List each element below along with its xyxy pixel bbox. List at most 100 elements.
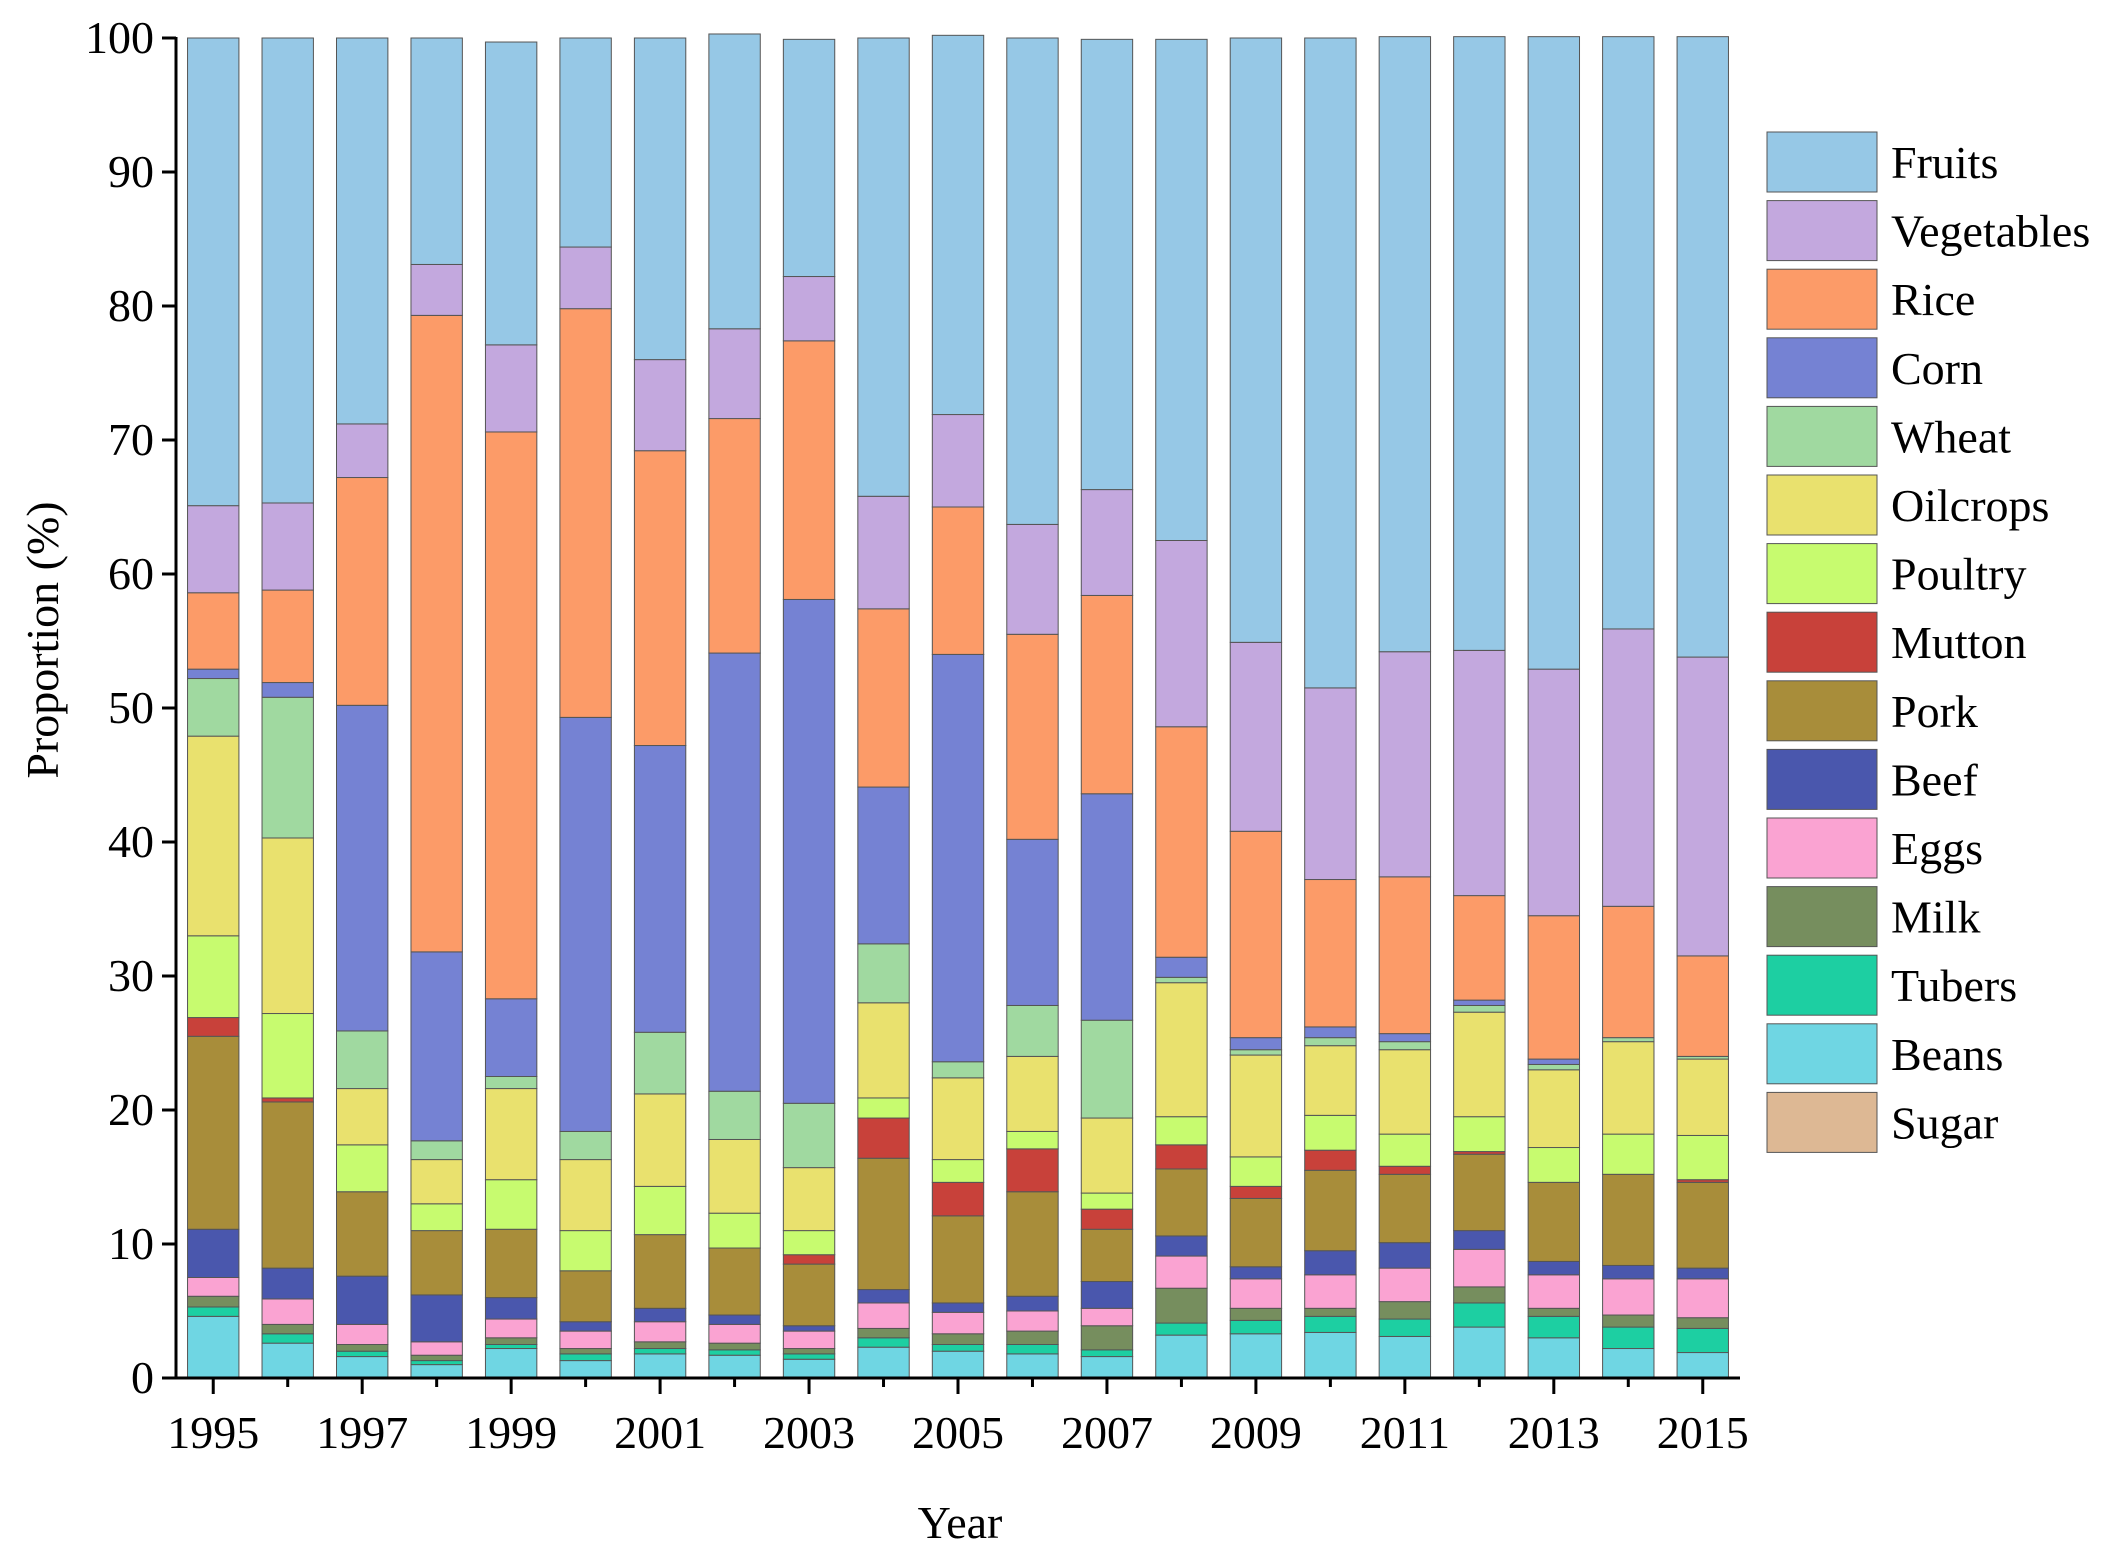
legend-swatch-wheat — [1766, 405, 1878, 467]
bar-segment-rice-2004 — [857, 608, 910, 788]
bar-segment-wheat-2004 — [857, 943, 910, 1004]
bar-segment-vegetables-1995 — [187, 505, 240, 594]
bar-segment-beef-1999 — [484, 1297, 538, 1320]
bar-segment-eggs-2000 — [559, 1330, 612, 1350]
bar-segment-oilcrops-1997 — [336, 1088, 389, 1146]
bar-segment-vegetables-2012 — [1453, 649, 1506, 897]
bar-segment-mutton-1996 — [261, 1097, 314, 1103]
legend-swatch-milk — [1766, 886, 1878, 948]
bar-segment-eggs-2003 — [782, 1330, 836, 1350]
bar-segment-tubers-2003 — [782, 1353, 836, 1360]
x-tick-label: 1995 — [167, 1407, 259, 1458]
bar-segment-wheat-2012 — [1453, 1004, 1506, 1013]
bar-segment-tubers-2008 — [1155, 1322, 1208, 1336]
bar-segment-oilcrops-2002 — [708, 1138, 761, 1214]
bar-segment-beef-1997 — [336, 1275, 389, 1325]
bar-segment-corn-1996 — [261, 682, 314, 698]
bar-segment-vegetables-1997 — [336, 423, 389, 479]
bar-segment-beans-2000 — [559, 1360, 612, 1379]
bar-segment-corn-2003 — [782, 598, 836, 1104]
bar-segment-corn-1999 — [484, 998, 538, 1078]
bar-segment-eggs-2007 — [1080, 1307, 1134, 1327]
bar-segment-fruits-2015 — [1676, 36, 1729, 658]
bar-segment-fruits-1996 — [261, 37, 314, 504]
y-tick-label: 100 — [85, 12, 154, 63]
bar-segment-mutton-2005 — [931, 1181, 985, 1217]
bar-segment-pork-2000 — [559, 1270, 612, 1323]
bar-segment-rice-2010 — [1304, 879, 1357, 1028]
bar-segment-poultry-2004 — [857, 1097, 910, 1119]
bar-segment-eggs-2006 — [1006, 1310, 1059, 1332]
bar-segment-eggs-1996 — [261, 1298, 314, 1325]
bar-segment-tubers-2013 — [1527, 1315, 1581, 1339]
y-tick-label: 70 — [108, 414, 154, 465]
bar-segment-vegetables-2008 — [1155, 540, 1208, 728]
bar-segment-oilcrops-2015 — [1676, 1058, 1729, 1136]
legend-swatch-sugar — [1766, 1091, 1878, 1153]
bar-segment-beef-2014 — [1602, 1264, 1655, 1280]
bar-segment-oilcrops-2011 — [1378, 1049, 1432, 1135]
bar-segment-tubers-2010 — [1304, 1315, 1357, 1333]
bar-segment-corn-2002 — [708, 652, 761, 1092]
bar-segment-rice-2003 — [782, 340, 836, 600]
y-tick-label: 50 — [108, 682, 154, 733]
bar-segment-oilcrops-2009 — [1229, 1054, 1283, 1158]
bar-segment-mutton-2011 — [1378, 1165, 1432, 1175]
bar-segment-poultry-2002 — [708, 1212, 761, 1249]
bar-segment-fruits-2004 — [857, 37, 910, 497]
bar-segment-rice-2011 — [1378, 876, 1432, 1035]
bar-segment-oilcrops-2001 — [633, 1093, 687, 1187]
legend-swatch-fruits — [1766, 131, 1878, 193]
bar-segment-wheat-2005 — [931, 1061, 985, 1079]
y-tick-label: 80 — [108, 280, 154, 331]
x-tick-label: 1999 — [465, 1407, 557, 1458]
bar-segment-poultry-2006 — [1006, 1130, 1059, 1150]
bar-segment-milk-2009 — [1229, 1307, 1283, 1321]
bar-segment-oilcrops-2013 — [1527, 1069, 1581, 1149]
bar-segment-pork-2012 — [1453, 1153, 1506, 1232]
bar-segment-oilcrops-2005 — [931, 1077, 985, 1161]
bar-segment-fruits-2011 — [1378, 36, 1432, 653]
bar-segment-oilcrops-2004 — [857, 1002, 910, 1099]
y-axis-title: Proportion (%) — [17, 501, 68, 778]
bar-segment-pork-2014 — [1602, 1173, 1655, 1266]
bar-segment-beans-2006 — [1006, 1353, 1059, 1379]
bar-segment-beans-2012 — [1453, 1326, 1506, 1379]
bar-segment-corn-2011 — [1378, 1033, 1432, 1043]
bar-segment-oilcrops-2007 — [1080, 1117, 1134, 1194]
bar-segment-tubers-2004 — [857, 1337, 910, 1348]
bar-segment-vegetables-2015 — [1676, 656, 1729, 957]
bar-segment-poultry-1996 — [261, 1013, 314, 1099]
bar-segment-oilcrops-2008 — [1155, 982, 1208, 1118]
bar-segment-wheat-1995 — [187, 678, 240, 737]
bar-segment-pork-1997 — [336, 1191, 389, 1277]
bar-segment-vegetables-2006 — [1006, 523, 1059, 635]
legend-label-rice: Rice — [1891, 274, 1975, 325]
bar-segment-beans-2010 — [1304, 1331, 1357, 1379]
bar-segment-wheat-2000 — [559, 1130, 612, 1161]
bar-segment-beans-2003 — [782, 1358, 836, 1379]
bar-segment-rice-2005 — [931, 506, 985, 655]
bar-segment-poultry-2007 — [1080, 1192, 1134, 1210]
bar-segment-oilcrops-2010 — [1304, 1045, 1357, 1116]
bar-segment-beef-2004 — [857, 1289, 910, 1304]
y-tick-label: 40 — [108, 816, 154, 867]
bar-segment-fruits-2013 — [1527, 36, 1581, 670]
bar-segment-mutton-2009 — [1229, 1185, 1283, 1199]
bar-segment-corn-2005 — [931, 653, 985, 1063]
bar-segment-rice-2013 — [1527, 915, 1581, 1060]
bar-segment-rice-2000 — [559, 308, 612, 718]
bar-segment-eggs-2008 — [1155, 1255, 1208, 1289]
bar-segment-wheat-2002 — [708, 1090, 761, 1140]
bar-segment-fruits-2006 — [1006, 37, 1059, 525]
bar-segment-milk-2004 — [857, 1327, 910, 1339]
bar-segment-poultry-1997 — [336, 1144, 389, 1193]
axes-layer: 0 10 20 30 40 50 60 70 80 90 100 1995 1997 1999 2001 20… — [85, 12, 1749, 1458]
y-tick-label: 10 — [108, 1218, 154, 1269]
bar-segment-oilcrops-2014 — [1602, 1041, 1655, 1135]
legend-label-corn: Corn — [1891, 343, 1983, 394]
bar-segment-milk-1998 — [410, 1354, 463, 1362]
bar-segment-poultry-2001 — [633, 1185, 687, 1236]
x-tick-label: 2005 — [912, 1407, 1004, 1458]
